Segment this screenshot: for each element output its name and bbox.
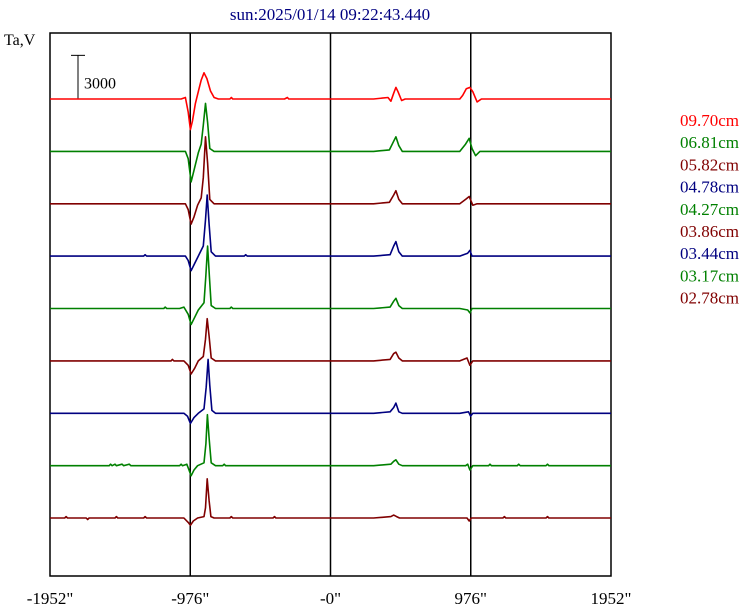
series-line-03.86cm bbox=[50, 317, 611, 375]
legend-entry-06.81cm: 06.81cm bbox=[680, 133, 739, 152]
x-tick-label-2: -0" bbox=[320, 589, 341, 608]
x-axis-ticks: -1952" -976" -0" 976" 1952" bbox=[27, 589, 632, 608]
series-line-09.70cm bbox=[50, 72, 611, 131]
scale-bar-label: 3000 bbox=[84, 75, 116, 92]
legend-entry-02.78cm: 02.78cm bbox=[680, 289, 739, 308]
series-line-02.78cm bbox=[50, 478, 611, 527]
x-tick-label-1: -976" bbox=[171, 589, 209, 608]
x-tick-label-3: 976" bbox=[455, 589, 487, 608]
series-line-04.27cm bbox=[50, 245, 611, 326]
series-line-05.82cm bbox=[50, 136, 611, 225]
x-tick-label-0: -1952" bbox=[27, 589, 74, 608]
legend-entry-03.17cm: 03.17cm bbox=[680, 266, 739, 285]
legend-entry-04.78cm: 04.78cm bbox=[680, 178, 739, 197]
legend: 09.70cm 06.81cm 05.82cm 04.78cm 04.27cm 03.86… bbox=[680, 111, 739, 308]
legend-entry-05.82cm: 05.82cm bbox=[680, 155, 739, 174]
chart-title: sun:2025/01/14 09:22:43.440 bbox=[230, 5, 430, 24]
series-line-04.78cm bbox=[50, 194, 611, 272]
legend-entry-04.27cm: 04.27cm bbox=[680, 200, 739, 219]
legend-entry-03.86cm: 03.86cm bbox=[680, 222, 739, 241]
x-tick-label-4: 1952" bbox=[591, 589, 632, 608]
series-lines bbox=[50, 72, 611, 527]
series-line-06.81cm bbox=[50, 102, 611, 183]
legend-entry-09.70cm: 09.70cm bbox=[680, 111, 739, 130]
series-line-03.44cm bbox=[50, 358, 611, 425]
y-axis-label: Ta,V bbox=[4, 32, 36, 49]
legend-entry-03.44cm: 03.44cm bbox=[680, 244, 739, 263]
series-line-03.17cm bbox=[50, 413, 611, 477]
